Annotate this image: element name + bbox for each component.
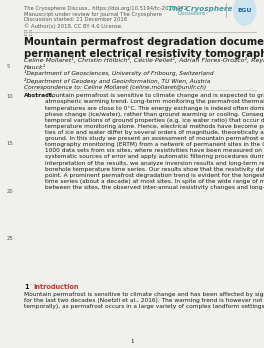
Text: Abstract.: Abstract. bbox=[24, 93, 54, 98]
Text: 25: 25 bbox=[7, 236, 13, 241]
Text: ¹Department of Geosciences, University of Fribourg, Switzerland
²Department of G: ¹Department of Geosciences, University o… bbox=[24, 70, 213, 89]
Text: Mountain permafrost is sensitive to climate change and has been affected by sign: Mountain permafrost is sensitive to clim… bbox=[24, 292, 264, 309]
Text: Discussion started: 21 December 2018: Discussion started: 21 December 2018 bbox=[24, 17, 127, 22]
Text: 1: 1 bbox=[24, 284, 29, 290]
Text: The Cryosphere: The Cryosphere bbox=[168, 6, 232, 11]
Text: Introduction: Introduction bbox=[34, 284, 79, 290]
Text: Mountain permafrost is sensitive to climate change and is expected to gradually : Mountain permafrost is sensitive to clim… bbox=[45, 93, 264, 190]
Text: 1: 1 bbox=[130, 339, 134, 344]
Text: Ⓒ Ⓞ: Ⓒ Ⓞ bbox=[24, 30, 32, 35]
Text: The Cryosphere Discuss., https://doi.org/10.5194/tc-2018-272: The Cryosphere Discuss., https://doi.org… bbox=[24, 6, 187, 11]
Text: Discussions: Discussions bbox=[177, 11, 206, 16]
Text: 5: 5 bbox=[7, 64, 10, 69]
Text: 20: 20 bbox=[7, 189, 13, 193]
Text: EGU: EGU bbox=[238, 8, 252, 13]
Text: © Author(s) 2018. CC BY 4.0 License.: © Author(s) 2018. CC BY 4.0 License. bbox=[24, 23, 122, 29]
Text: Hauck¹: Hauck¹ bbox=[24, 65, 46, 70]
Text: Mountain permafrost degradation documented through a network of
permanent electr: Mountain permafrost degradation document… bbox=[24, 37, 264, 59]
Text: Celine Mollaret¹, Christin Hölbich², Cécile Pellet¹, Adrian Flores-Orozco², Reyn: Celine Mollaret¹, Christin Hölbich², Céc… bbox=[24, 57, 264, 63]
Text: Manuscript under review for journal The Cryosphere: Manuscript under review for journal The … bbox=[24, 12, 162, 17]
Text: 10: 10 bbox=[7, 94, 13, 99]
Text: 15: 15 bbox=[7, 141, 13, 146]
Circle shape bbox=[234, 0, 256, 25]
